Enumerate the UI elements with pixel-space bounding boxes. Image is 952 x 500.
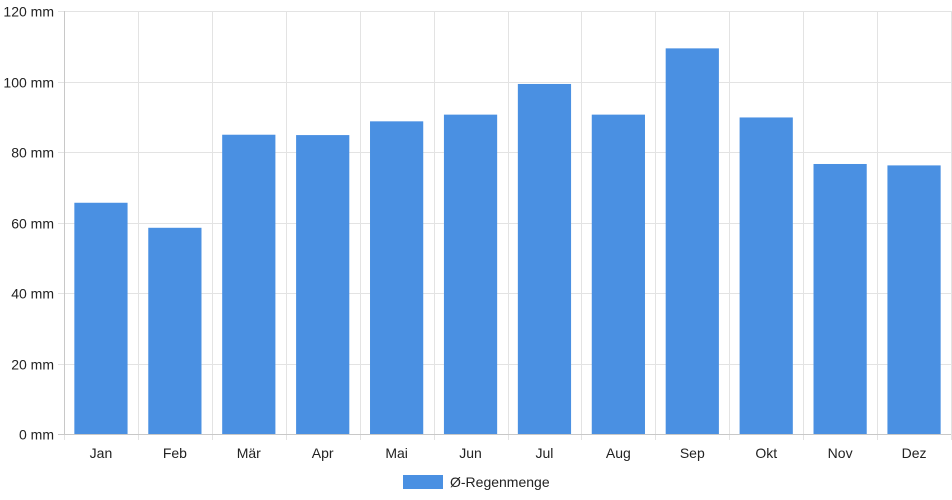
y-tick-label: 100 mm bbox=[3, 75, 54, 91]
bar-2[interactable] bbox=[148, 227, 202, 434]
legend-label: Ø-Regenmenge bbox=[450, 474, 550, 490]
x-tick-label: Dez bbox=[902, 445, 927, 461]
y-tick-label: 60 mm bbox=[11, 216, 54, 232]
legend[interactable]: Ø-Regenmenge bbox=[403, 474, 550, 490]
x-tick-label: Jul bbox=[536, 445, 554, 461]
x-axis-tick-labels: Jan Feb Mär Apr Mai Jun Jul Aug Sep Okt Nov Dez bbox=[90, 445, 927, 461]
bar-11[interactable] bbox=[813, 163, 867, 435]
y-tick-label: 40 mm bbox=[11, 286, 54, 302]
bar-4[interactable] bbox=[296, 135, 350, 434]
bar-1[interactable] bbox=[74, 202, 128, 434]
x-tick-label: Nov bbox=[828, 445, 853, 461]
x-tick-label: Sep bbox=[680, 445, 705, 461]
bar-9[interactable] bbox=[665, 48, 719, 435]
x-tick-label: Apr bbox=[312, 445, 334, 461]
bar-8[interactable] bbox=[591, 114, 645, 434]
x-tick-label: Okt bbox=[755, 445, 777, 461]
bar-12[interactable] bbox=[887, 165, 941, 434]
bar-5[interactable] bbox=[370, 121, 424, 435]
axes bbox=[58, 11, 951, 435]
bar-10[interactable] bbox=[739, 117, 793, 434]
y-tick-label: 120 mm bbox=[3, 4, 54, 20]
x-tick-label: Feb bbox=[163, 445, 187, 461]
y-tick-label: 80 mm bbox=[11, 145, 54, 161]
x-tick-label: Mär bbox=[237, 445, 261, 461]
x-tick-label: Mai bbox=[385, 445, 408, 461]
x-tick-label: Aug bbox=[606, 445, 631, 461]
x-tick-label: Jun bbox=[459, 445, 482, 461]
x-tick-label: Jan bbox=[90, 445, 113, 461]
bar-3[interactable] bbox=[222, 134, 276, 435]
bar-7[interactable] bbox=[517, 83, 572, 434]
y-tick-label: 20 mm bbox=[11, 357, 54, 373]
y-tick-label: 0 mm bbox=[19, 427, 54, 443]
grid-lines bbox=[58, 11, 952, 440]
y-axis-tick-labels: 0 mm 20 mm 40 mm 60 mm 80 mm 100 mm 120 mm bbox=[3, 4, 54, 443]
legend-swatch bbox=[403, 475, 443, 489]
bar-6[interactable] bbox=[443, 114, 498, 434]
bars bbox=[74, 48, 941, 435]
